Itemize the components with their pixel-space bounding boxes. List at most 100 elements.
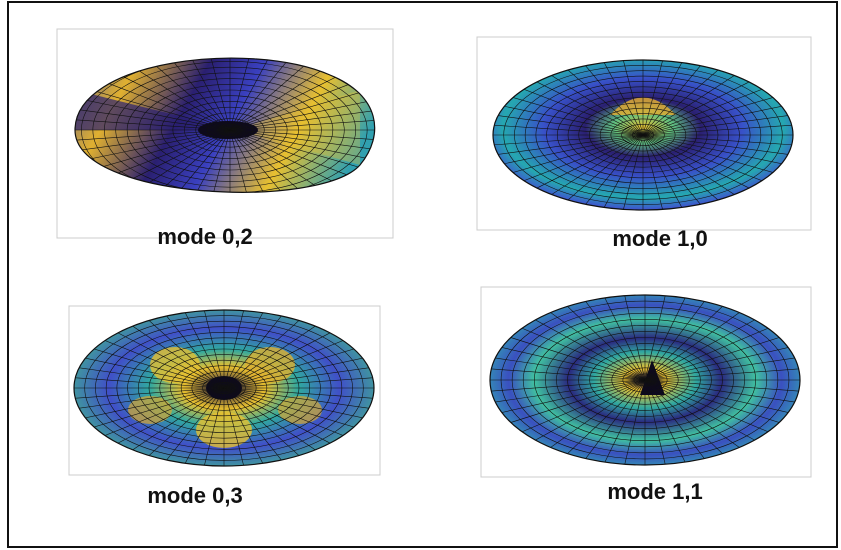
mesh-line [229,129,375,183]
mesh-line [198,387,225,466]
mesh-line [642,60,718,136]
mesh-line [223,310,250,389]
mesh-line [493,121,644,136]
mesh-line [642,134,694,210]
mesh-line [223,310,275,389]
frame [7,1,838,548]
mesh-line [75,89,231,131]
mesh-line [618,295,646,381]
mesh-line [642,134,669,210]
mesh-line [644,351,800,381]
mesh-line [490,365,646,381]
surface [75,58,375,193]
mesh-line [644,379,800,395]
surface [490,295,800,465]
mesh-line [74,387,225,402]
mesh-line [229,58,285,131]
mesh-line [175,58,231,131]
mesh-line [568,134,644,210]
mesh-line [74,361,225,389]
mesh-line [644,295,698,381]
mesh-line [74,387,225,428]
mesh-line [149,310,225,389]
mesh-line [592,134,644,210]
mesh-line [592,60,644,136]
panel: mode 0,2 [56,28,394,249]
mesh-line [74,387,225,415]
mesh-line [490,337,646,381]
mesh-line [223,310,299,389]
mesh-line [644,337,800,381]
surface [493,60,793,210]
panel: mode 0,3 [68,305,381,508]
mesh-line [229,116,375,131]
mesh-line [493,109,644,136]
mesh-line [223,387,374,428]
mesh-line [229,129,285,193]
mesh-line [493,134,644,149]
mesh-line [229,129,335,193]
mesh-line [150,58,231,131]
mesh-line [642,121,793,136]
mesh-line [642,60,669,136]
mesh-line [617,60,644,136]
mesh-line [229,129,258,193]
mesh-line [644,379,672,465]
mesh-line [175,129,231,193]
mesh-line [644,379,800,409]
mesh-line [223,374,374,389]
mesh-line [149,387,225,466]
mesh-line [490,379,646,409]
panel: mode 1,1 [480,286,812,504]
mesh-line [229,89,375,131]
panel-label: mode 0,2 [157,224,252,249]
panel: mode 1,0 [476,36,812,251]
mesh-line [644,295,672,381]
mesh-line [642,97,793,136]
mesh-line [229,129,375,144]
mesh-line [75,129,231,171]
mesh-line [173,387,225,466]
mesh-line [490,351,646,381]
mesh-line [592,295,646,381]
mesh-line [75,129,231,158]
mesh-line [198,310,225,389]
mesh-line [493,134,644,161]
mesh-line [229,129,357,193]
mesh-line [493,134,644,173]
mesh-line [644,379,723,465]
mesh-line [223,387,275,466]
mesh-line [74,348,225,389]
mesh-line [125,129,231,193]
mesh-line [617,134,644,210]
mesh-line [150,129,231,193]
mesh-line [568,60,644,136]
mesh-line [74,374,225,389]
mesh-line [644,379,800,423]
mesh-line [202,129,231,193]
mesh-line [229,58,335,131]
mesh-line [592,379,646,465]
mesh-line [642,60,694,136]
mesh-line [223,387,374,402]
mesh-line [202,58,231,131]
mesh-line [229,102,375,131]
mesh-line [642,134,793,173]
mesh-line [173,310,225,389]
mesh-line [567,379,646,465]
mesh-line [493,97,644,136]
mesh-line [125,58,231,131]
mesh-line [229,129,375,171]
mesh-line [75,116,231,131]
mesh-line [642,109,793,136]
mesh-line [490,379,646,395]
mesh-line [642,134,793,149]
mesh-line [223,348,374,389]
mesh-line [642,134,718,210]
mesh-line [644,295,723,381]
panel-label: mode 1,0 [612,226,707,251]
mesh-line [618,379,646,465]
mesh-line [223,361,374,389]
mesh-line [567,295,646,381]
